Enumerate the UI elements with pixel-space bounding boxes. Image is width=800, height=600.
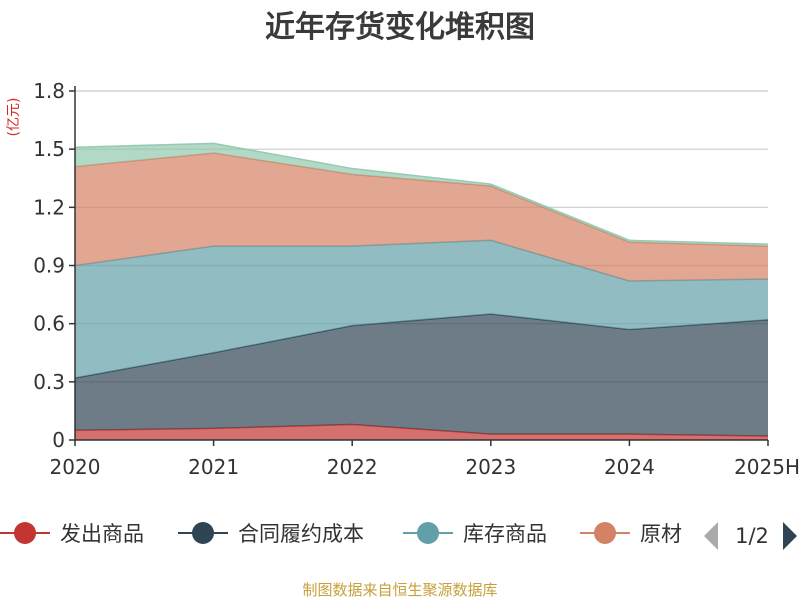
x-tick-label: 2025H	[734, 455, 800, 479]
area-series-0	[75, 424, 768, 440]
legend-label: 库存商品	[463, 522, 547, 546]
legend-prev-icon[interactable]	[704, 522, 718, 550]
y-tick-label: 0.3	[33, 370, 65, 394]
legend-marker	[417, 522, 439, 544]
x-tick-label: 2024	[604, 455, 655, 479]
x-tick-label: 2021	[188, 455, 239, 479]
legend-item[interactable]: 库存商品	[403, 522, 547, 546]
legend-marker	[14, 522, 36, 544]
legend-item[interactable]: 原材	[580, 522, 682, 546]
legend-items: 发出商品 合同履约成本 库存商品 原材	[0, 522, 682, 546]
legend-marker	[594, 522, 616, 544]
y-tick-label: 1.8	[33, 79, 65, 103]
y-tick-label: 1.5	[33, 137, 65, 161]
legend-page-indicator: 1/2	[735, 524, 769, 548]
area-series-group	[74, 142, 769, 440]
legend-label: 合同履约成本	[238, 522, 364, 546]
legend-marker	[192, 522, 214, 544]
y-tick-label: 0.6	[33, 312, 65, 336]
chart-title: 近年存货变化堆积图	[265, 10, 535, 45]
y-axis-unit: (亿元)	[6, 98, 22, 137]
legend-label: 发出商品	[60, 522, 144, 546]
x-tick-label: 2022	[327, 455, 378, 479]
area-series-3	[75, 153, 768, 282]
area-series-4	[75, 143, 768, 247]
y-tick-label: 1.2	[33, 195, 65, 219]
y-tick-label: 0.9	[33, 254, 65, 278]
y-tick-label: 0	[52, 428, 65, 452]
legend-next-icon[interactable]	[783, 522, 797, 550]
x-tick-label: 2020	[50, 455, 101, 479]
legend-item[interactable]: 发出商品	[0, 522, 144, 546]
x-tick-label: 2023	[465, 455, 516, 479]
data-source-note: 制图数据来自恒生聚源数据库	[302, 581, 497, 599]
area-series-line-4	[74, 142, 769, 245]
area-series-2	[75, 240, 768, 378]
legend-label: 原材	[640, 522, 682, 546]
legend[interactable]: 发出商品 合同履约成本 库存商品 原材	[0, 522, 682, 546]
legend-item[interactable]: 合同履约成本	[178, 522, 364, 546]
legend-pager[interactable]: 1/2	[704, 522, 797, 550]
axes: 0 0.3 0.6 0.9 1.2 1.5 1.8 2020 2021 2022 2023 2024 2…	[33, 79, 800, 479]
area-series-1	[75, 313, 768, 437]
